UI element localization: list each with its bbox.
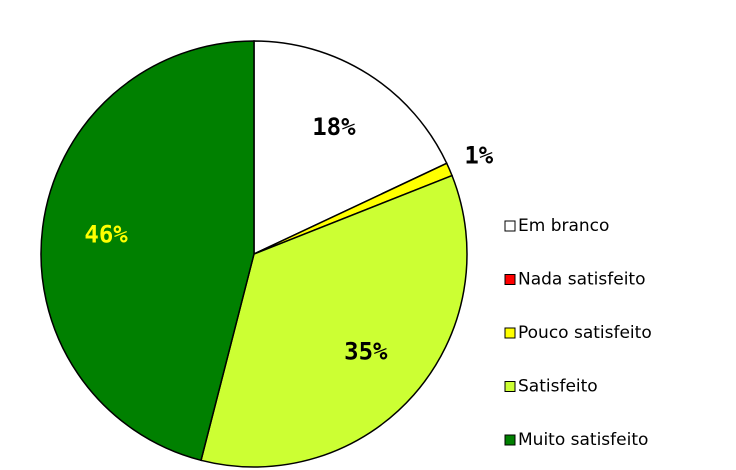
pie-slice bbox=[253, 40, 448, 256]
data-label: 1% bbox=[464, 142, 493, 170]
legend-swatch bbox=[504, 274, 516, 285]
legend-label: Pouco satisfeito bbox=[518, 323, 652, 343]
legend-swatch bbox=[504, 381, 516, 392]
data-label: 46% bbox=[84, 220, 128, 248]
legend-label: Muito satisfeito bbox=[518, 430, 648, 450]
pie-slice bbox=[200, 174, 468, 468]
legend-label: Nada satisfeito bbox=[518, 270, 646, 290]
data-label: 35% bbox=[344, 338, 388, 366]
legend-swatch bbox=[504, 220, 516, 232]
legend-swatch bbox=[504, 434, 516, 446]
legend-swatch bbox=[504, 327, 516, 339]
legend-label: Satisfeito bbox=[518, 377, 598, 397]
legend-label: Em branco bbox=[518, 216, 609, 236]
pie-slice bbox=[40, 40, 255, 462]
data-label: 18% bbox=[312, 113, 356, 141]
